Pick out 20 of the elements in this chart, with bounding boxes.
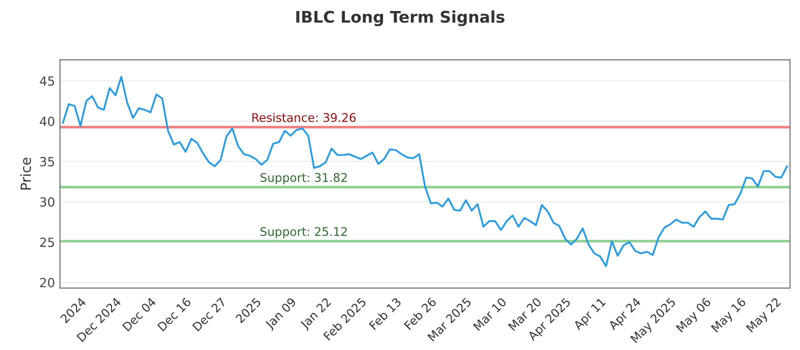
- line-series: [62, 76, 788, 268]
- x-tick-label: Feb 26: [404, 296, 437, 330]
- y-tick-label: 25: [40, 238, 54, 248]
- x-tick-label: Apr 11: [572, 297, 608, 332]
- x-tick-label: Dec 04: [122, 297, 157, 332]
- x-tick-label: Dec 27: [192, 297, 226, 332]
- ref-line-label: Resistance: 39.26: [252, 112, 356, 122]
- y-tick-label: 20: [40, 278, 54, 288]
- y-tick-label: 30: [40, 197, 54, 207]
- ref-line-label: Support: 25.12: [260, 227, 347, 238]
- x-tick-label: Dec 16: [157, 297, 192, 332]
- ref-line-label: Support: 31.82: [260, 173, 347, 184]
- x-tick-label: Jan 09: [264, 297, 298, 331]
- chart-title: IBLC Long Term Signals: [296, 10, 504, 26]
- y-tick-label: 40: [40, 116, 54, 126]
- x-tick-label: Feb 13: [368, 297, 402, 330]
- y-tick-label: 45: [40, 76, 54, 86]
- x-tick-label: Mar 10: [472, 297, 507, 332]
- y-axis-title: Price: [20, 158, 31, 190]
- y-tick-label: 35: [40, 156, 54, 166]
